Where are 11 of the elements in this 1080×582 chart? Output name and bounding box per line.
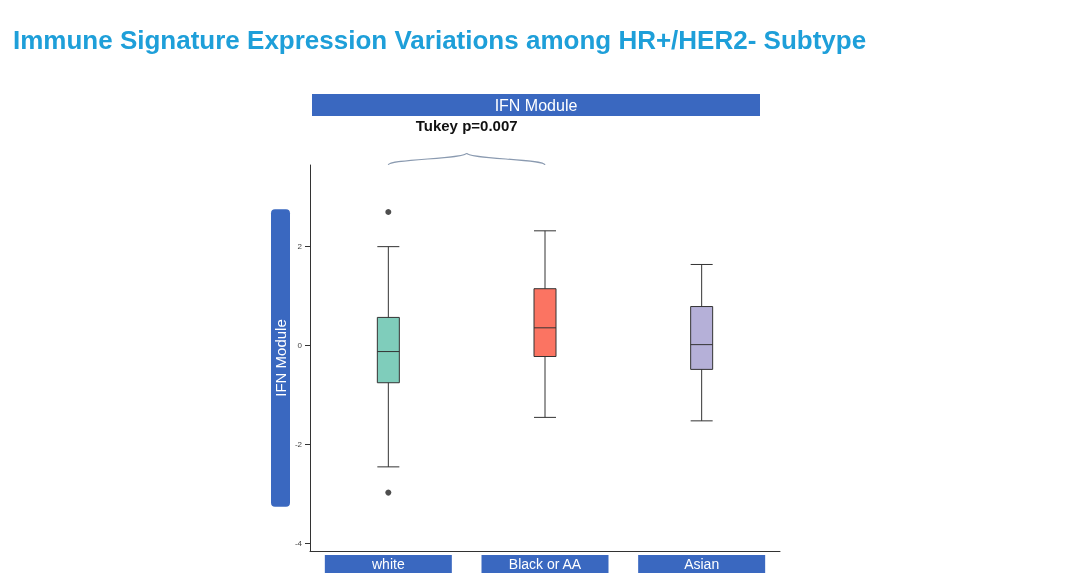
- y-tick-label: 2: [297, 242, 303, 252]
- y-tick-label: -2: [294, 440, 303, 450]
- y-tick-label: -4: [294, 539, 303, 549]
- text: Tukey p=0.007: [414, 117, 519, 134]
- x-tick-label: Asian: [684, 556, 720, 572]
- y-tick-label: 0: [297, 341, 303, 351]
- y-axis-title: IFN Module: [272, 319, 289, 397]
- chart-title: Immune Signature Expression Variations among HR+/HER2- Subtype: [13, 25, 867, 55]
- chart-subtitle: IFN Module: [312, 94, 760, 116]
- x-tick-label: Black or AA: [508, 556, 582, 572]
- x-tick-label: white: [370, 556, 405, 572]
